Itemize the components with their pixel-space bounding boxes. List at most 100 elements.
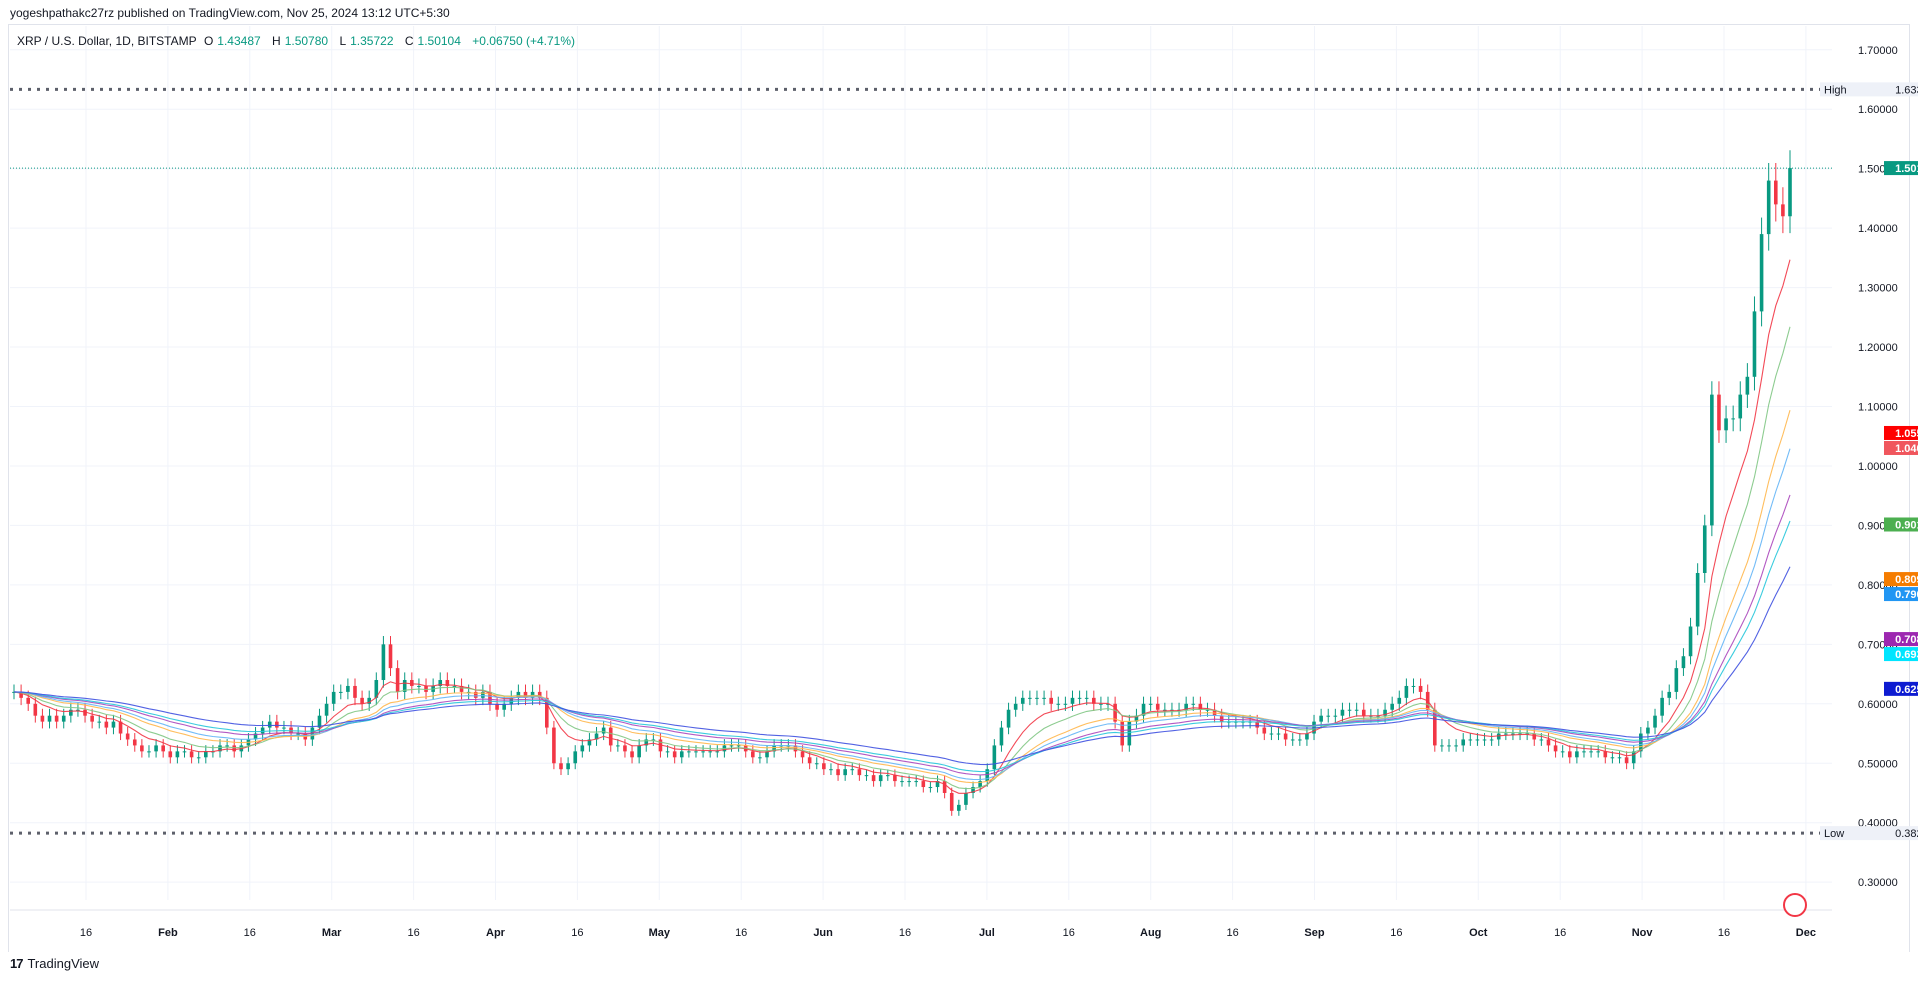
candle-body	[765, 751, 769, 758]
candle-body	[637, 745, 641, 758]
candle-body	[878, 775, 883, 782]
us-flag-icon	[1783, 893, 1807, 917]
candle-body	[1631, 751, 1636, 764]
candle-body	[40, 715, 45, 722]
candle-body	[1731, 418, 1735, 420]
candle-body	[473, 691, 478, 698]
candle-body	[161, 745, 165, 752]
tradingview-brand: TradingView	[27, 956, 100, 971]
candle-body	[1106, 703, 1110, 705]
x-tick-label: 16	[407, 927, 419, 939]
candle-body	[857, 769, 862, 776]
candle-body	[402, 680, 407, 692]
candle-body	[204, 751, 208, 758]
x-tick-label: 16	[1718, 927, 1730, 939]
candle-body	[1660, 697, 1664, 716]
candle-body	[1148, 703, 1153, 705]
candle-body	[814, 763, 819, 765]
indicator-tag-value: 0.80979	[1895, 574, 1918, 586]
candle-body	[651, 739, 656, 741]
candle-body	[168, 751, 173, 758]
candle-body	[1475, 739, 1480, 741]
candle-body	[971, 787, 975, 793]
candle-body	[47, 715, 52, 722]
chart-pane[interactable]	[8, 24, 1910, 952]
candle-body	[495, 703, 499, 710]
candle-body	[1070, 697, 1075, 704]
candle-body	[1447, 745, 1451, 747]
candle-body	[1063, 703, 1068, 705]
candle-body	[1411, 685, 1416, 687]
candle-body	[594, 733, 599, 740]
ema-21-line	[13, 410, 1791, 784]
symbol-title[interactable]: XRP / U.S. Dollar, 1D, BITSTAMP	[17, 34, 197, 48]
candle-body	[1781, 204, 1785, 217]
published-line: yogeshpathakc27rz published on TradingVi…	[10, 6, 450, 20]
candle-body	[445, 680, 450, 686]
low-tag-label: Low	[1824, 828, 1844, 840]
candle-body	[1560, 751, 1565, 753]
change-value: +0.06750 (+4.71%)	[472, 34, 576, 48]
candle-body	[1276, 733, 1281, 735]
y-tick-label: 0.50000	[1858, 758, 1898, 770]
y-tick-label: 0.60000	[1858, 699, 1898, 711]
candle-body	[1298, 739, 1302, 741]
x-tick-label: 16	[899, 927, 911, 939]
candle-body	[935, 781, 940, 788]
candle-body	[1766, 180, 1771, 235]
candle-body	[1688, 626, 1693, 657]
candle-body	[502, 703, 506, 710]
indicator-tag-value: 1.04050	[1895, 443, 1918, 455]
candle-body	[1553, 745, 1558, 752]
candle-body	[736, 745, 741, 747]
candle-body	[942, 781, 947, 793]
candle-body	[1702, 525, 1707, 573]
candle-body	[751, 751, 755, 758]
low-value: 1.35722	[350, 34, 394, 48]
open-value: 1.43487	[217, 34, 261, 48]
x-tick-label: 16	[244, 927, 256, 939]
candle-body	[353, 685, 357, 698]
candle-body	[921, 781, 926, 788]
candle-body	[61, 715, 66, 722]
candle-body	[630, 751, 634, 758]
candle-body	[1127, 721, 1132, 746]
x-tick-label: 16	[571, 927, 583, 939]
candle-body	[893, 775, 897, 782]
candle-body	[125, 733, 130, 740]
candle-body	[729, 745, 734, 747]
candle-body	[1028, 697, 1032, 699]
candle-body	[523, 691, 528, 698]
candle-body	[253, 733, 258, 740]
low-label: L	[339, 34, 347, 48]
candle-body	[410, 680, 414, 686]
candle-body	[601, 727, 606, 734]
candle-body	[346, 685, 350, 692]
candle-body	[275, 721, 279, 728]
candle-body	[608, 727, 613, 746]
candle-body	[1674, 668, 1679, 692]
candle-body	[1319, 715, 1323, 722]
candle-body	[665, 751, 670, 753]
candle-body	[488, 691, 492, 704]
candle-body	[1575, 751, 1579, 758]
y-tick-label: 1.20000	[1858, 342, 1898, 354]
candle-body	[1397, 697, 1402, 704]
ema-13-line	[13, 326, 1791, 790]
candle-body	[118, 721, 123, 734]
candle-body	[1532, 733, 1537, 740]
candle-body	[573, 751, 578, 764]
candle-body	[189, 751, 194, 758]
x-tick-label: 16	[80, 927, 92, 939]
candle-body	[1646, 727, 1650, 734]
indicator-tag-value: 0.90157	[1895, 519, 1918, 531]
candle-body	[1582, 751, 1586, 753]
candle-body	[978, 781, 982, 788]
candle-body	[26, 697, 31, 704]
indicator-tag-bg	[1884, 425, 1918, 440]
candle-body	[701, 751, 705, 753]
candle-body	[1759, 234, 1764, 312]
last-price-tag: 1.50104	[1895, 163, 1918, 175]
tradingview-footer[interactable]: 17 TradingView	[10, 956, 99, 971]
